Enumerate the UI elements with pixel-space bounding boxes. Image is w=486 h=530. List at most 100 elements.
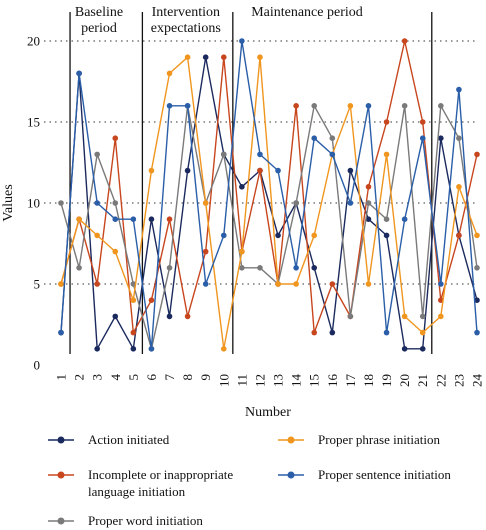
data-point	[329, 135, 336, 141]
data-point	[347, 103, 354, 109]
data-point	[293, 200, 299, 206]
x-tick-label: 7	[162, 374, 177, 381]
series-line	[60, 56, 478, 350]
data-point	[347, 200, 354, 206]
x-tick-label: 19	[379, 374, 394, 387]
series-line	[60, 56, 478, 350]
data-point	[438, 281, 444, 287]
data-point	[166, 313, 173, 320]
data-point	[383, 151, 390, 158]
series-group	[58, 54, 480, 352]
x-tick-label: 6	[144, 374, 159, 381]
data-point	[184, 54, 191, 60]
x-tick-label: 21	[415, 374, 430, 387]
legend-label: Incomplete or inappropriate language init…	[88, 467, 233, 499]
x-tick-label: 18	[361, 374, 376, 387]
data-point	[130, 346, 137, 352]
data-point	[202, 248, 209, 255]
data-point	[419, 346, 426, 352]
data-point	[184, 103, 191, 109]
legend-item: Proper phrase initiation	[278, 432, 441, 447]
x-tick-label: 2	[72, 374, 87, 381]
legend-item: Action initiated	[48, 432, 170, 447]
data-point	[130, 297, 137, 304]
data-point	[401, 216, 408, 222]
data-point	[58, 329, 64, 336]
data-point	[275, 281, 281, 287]
data-point	[293, 281, 299, 287]
data-point	[94, 281, 100, 287]
data-point	[383, 119, 390, 125]
data-point	[220, 151, 227, 158]
data-point	[112, 248, 119, 255]
data-point	[311, 232, 318, 239]
x-tick-label: 11	[234, 374, 249, 387]
data-point	[401, 313, 408, 320]
data-point	[202, 281, 209, 287]
data-point	[148, 216, 155, 222]
data-point	[112, 216, 119, 222]
data-point	[456, 232, 462, 239]
data-point	[329, 281, 336, 287]
data-point	[474, 265, 480, 271]
data-point	[474, 297, 480, 304]
data-point	[365, 184, 372, 190]
data-point	[76, 70, 82, 77]
data-point	[365, 103, 372, 109]
x-tick-label: 13	[271, 374, 286, 387]
x-tick-label: 23	[451, 374, 466, 387]
data-point	[401, 38, 408, 44]
series-line	[60, 40, 478, 334]
data-point	[112, 200, 119, 206]
x-tick-label: 8	[180, 374, 195, 381]
series-group	[58, 54, 480, 352]
x-tick-label: 17	[343, 374, 358, 388]
data-point	[148, 297, 155, 304]
data-point	[257, 167, 263, 174]
series	[58, 38, 480, 352]
data-point	[311, 265, 318, 271]
phase-dividers	[69, 12, 433, 354]
data-point	[94, 151, 100, 158]
legend-label: Proper word initiation	[88, 513, 203, 528]
data-point	[347, 313, 354, 320]
data-point	[130, 216, 137, 222]
legend-swatch-marker	[287, 436, 295, 444]
data-point	[76, 216, 82, 222]
phase-label: Maintenance period	[251, 5, 363, 20]
data-point	[184, 167, 191, 174]
legend-label: Proper phrase initiation	[318, 432, 441, 447]
x-tick-label: 1	[54, 374, 69, 381]
x-tick-label: 20	[397, 374, 412, 387]
data-point	[438, 103, 444, 109]
y-tick-label: 20	[27, 34, 40, 49]
data-point	[347, 167, 354, 174]
data-point	[438, 313, 444, 320]
data-point	[311, 329, 318, 336]
legend-label: Proper sentence initiation	[318, 467, 451, 482]
data-point	[166, 216, 173, 222]
x-tick-label: 22	[433, 374, 448, 387]
data-point	[383, 329, 390, 336]
data-point	[474, 151, 480, 158]
data-point	[474, 329, 480, 336]
y-tick-label: 5	[34, 277, 41, 292]
legend-label: Action initiated	[88, 432, 170, 447]
phase-label: Baseline period	[75, 5, 123, 36]
data-point	[365, 200, 372, 206]
x-tick-label: 15	[307, 374, 322, 387]
data-point	[257, 54, 263, 60]
data-point	[148, 346, 155, 352]
y-tick-label: 0	[34, 358, 41, 373]
legend-swatch-marker	[57, 436, 65, 444]
data-point	[365, 281, 372, 287]
data-point	[58, 281, 64, 287]
data-point	[383, 232, 390, 239]
y-tick-label: 15	[27, 115, 40, 130]
data-point	[202, 54, 209, 60]
x-tick-label: 9	[198, 374, 213, 381]
data-point	[311, 135, 318, 141]
data-point	[94, 232, 100, 239]
data-point	[239, 184, 245, 190]
